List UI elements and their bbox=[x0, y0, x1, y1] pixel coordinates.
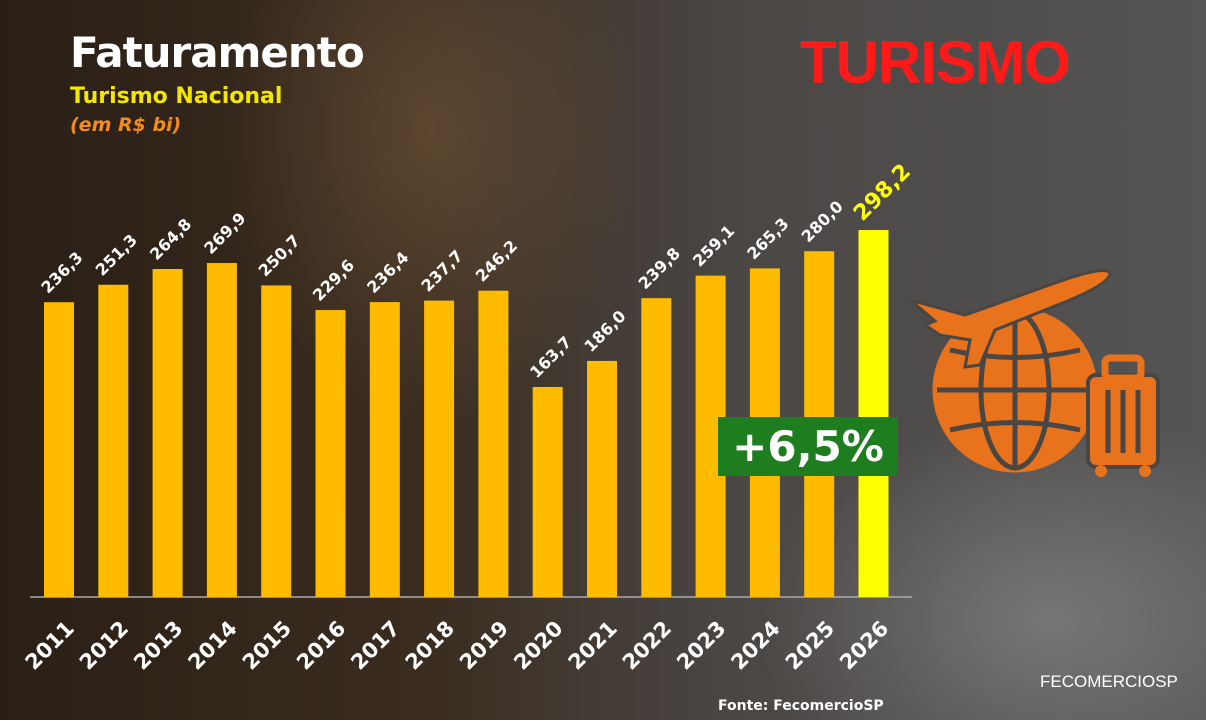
data-label-2017: 236,4 bbox=[363, 248, 412, 297]
data-label-2023: 259,1 bbox=[689, 221, 738, 270]
data-label-2020: 163,7 bbox=[526, 333, 575, 382]
data-label-2022: 239,8 bbox=[635, 244, 684, 293]
source-note: Fonte: FecomercioSP bbox=[718, 698, 884, 714]
data-label-2014: 269,9 bbox=[200, 209, 249, 258]
data-label-2015: 250,7 bbox=[255, 231, 304, 280]
bar-2020 bbox=[532, 386, 563, 597]
data-label-2012: 251,3 bbox=[92, 230, 141, 279]
x-tick-2016: 2016 bbox=[292, 616, 350, 674]
x-tick-2021: 2021 bbox=[564, 616, 622, 674]
bar-2018 bbox=[424, 300, 455, 597]
data-label-2016: 229,6 bbox=[309, 256, 358, 305]
x-tick-2025: 2025 bbox=[781, 616, 839, 674]
bar-2017 bbox=[369, 302, 400, 597]
data-label-2019: 246,2 bbox=[472, 236, 521, 285]
chart-subtitle: Turismo Nacional bbox=[70, 84, 283, 109]
unit-label: (em R$ bi) bbox=[70, 114, 182, 136]
x-tick-2011: 2011 bbox=[21, 616, 79, 674]
x-tick-2014: 2014 bbox=[183, 616, 241, 674]
bar-2019 bbox=[478, 290, 509, 597]
x-tick-2017: 2017 bbox=[346, 616, 404, 674]
data-label-2026: 298,2 bbox=[849, 159, 916, 226]
data-label-2011: 236,3 bbox=[37, 248, 86, 297]
bar-2022 bbox=[641, 298, 672, 597]
x-tick-2022: 2022 bbox=[618, 616, 676, 674]
brand-heading: TURISMO bbox=[800, 29, 1071, 96]
x-tick-2023: 2023 bbox=[672, 616, 730, 674]
x-tick-2026: 2026 bbox=[835, 616, 893, 674]
x-tick-2019: 2019 bbox=[455, 616, 513, 674]
bar-2013 bbox=[152, 268, 183, 597]
x-tick-2020: 2020 bbox=[509, 616, 567, 674]
x-tick-2013: 2013 bbox=[129, 616, 187, 674]
bar-2011 bbox=[44, 302, 74, 597]
bar-2012 bbox=[98, 284, 129, 597]
bar-2021 bbox=[587, 360, 617, 597]
data-label-2013: 264,8 bbox=[146, 215, 195, 264]
data-label-2025: 280,0 bbox=[798, 197, 847, 246]
x-tick-2018: 2018 bbox=[401, 616, 459, 674]
bar-2016 bbox=[315, 310, 346, 597]
growth-badge: +6,5% bbox=[718, 417, 898, 476]
chart-title: Faturamento bbox=[70, 28, 365, 77]
bar-2026 bbox=[858, 230, 889, 597]
globe-airplane-suitcase-icon bbox=[909, 269, 1160, 477]
data-label-2024: 265,3 bbox=[743, 214, 792, 263]
data-label-2018: 237,7 bbox=[417, 246, 466, 295]
bar-2015 bbox=[261, 285, 292, 597]
x-tick-2015: 2015 bbox=[238, 616, 296, 674]
x-tick-2024: 2024 bbox=[726, 616, 784, 674]
x-tick-2012: 2012 bbox=[75, 616, 133, 674]
fecomerciosp-logo: FECOMERCIOSP bbox=[1040, 672, 1178, 691]
data-label-2021: 186,0 bbox=[580, 307, 629, 356]
bar-2014 bbox=[206, 263, 237, 597]
